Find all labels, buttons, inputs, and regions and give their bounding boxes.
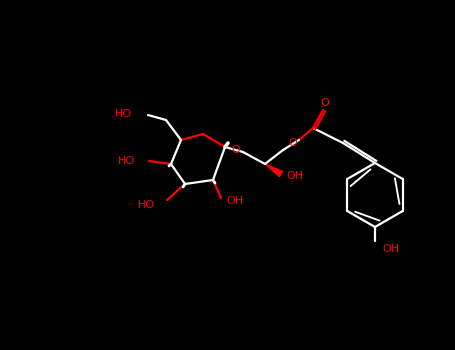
Text: O: O	[232, 145, 240, 155]
Text: OH: OH	[287, 171, 303, 181]
Text: HO: HO	[138, 200, 155, 210]
Text: OH: OH	[383, 244, 399, 254]
Text: HO: HO	[118, 156, 135, 166]
Text: O: O	[321, 98, 329, 108]
Text: O: O	[288, 138, 298, 148]
Text: HO: HO	[115, 109, 132, 119]
Polygon shape	[265, 164, 283, 176]
Text: OH: OH	[227, 196, 243, 206]
